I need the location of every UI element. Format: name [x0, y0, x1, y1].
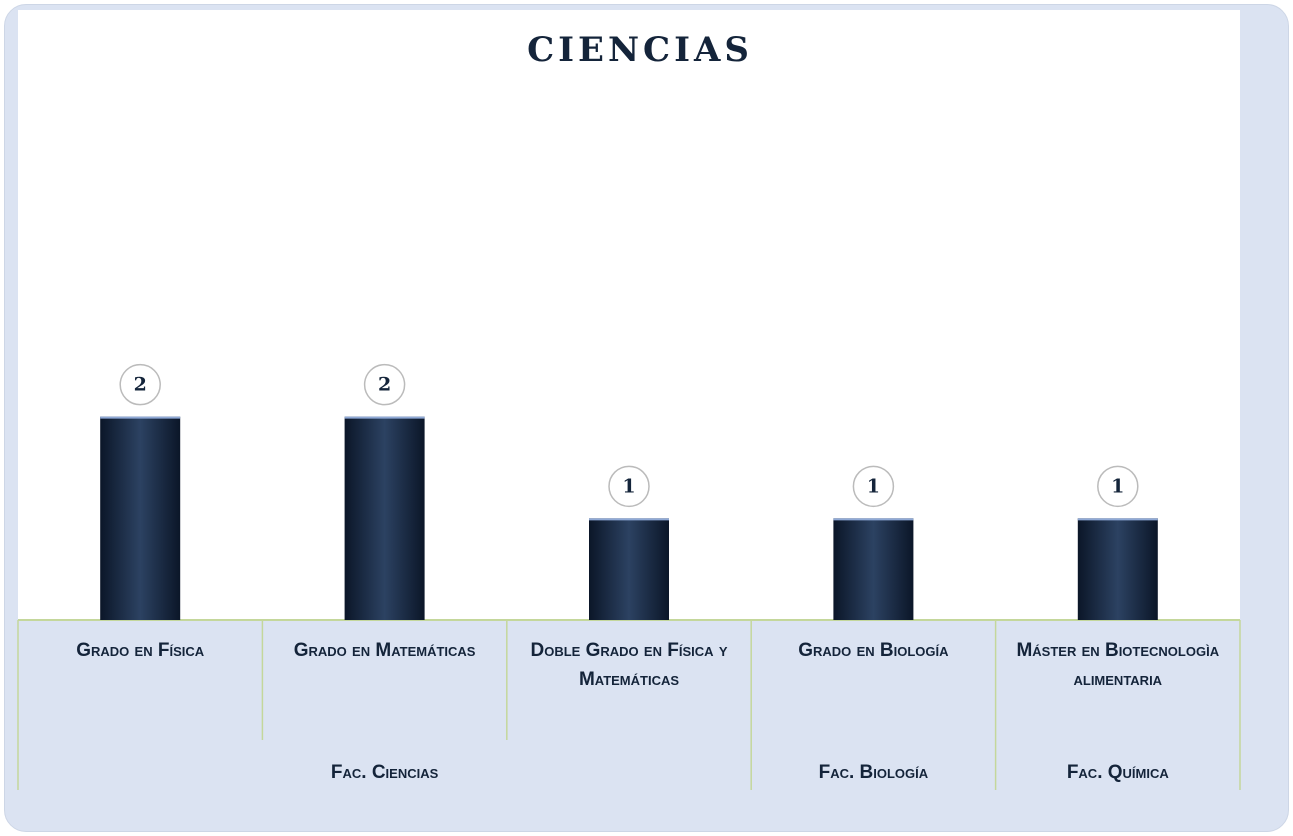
- x-tick-label: Doble Grado en Física y Matemáticas: [530, 640, 728, 690]
- data-label-bubble: [363, 363, 406, 406]
- bar: [833, 518, 914, 620]
- x-tick-label: Grado en Física: [76, 640, 205, 661]
- x-tick-label: Máster en Biotecnologìa alimentaria: [1016, 640, 1220, 690]
- bar: [1077, 518, 1158, 620]
- data-label-bubble: [119, 363, 161, 406]
- x-tick-label: Grado en Matemáticas: [293, 640, 476, 661]
- bar: [100, 416, 181, 620]
- data-label: 1: [622, 475, 635, 497]
- data-label: 1: [867, 475, 880, 497]
- data-label: 2: [134, 374, 147, 396]
- group-label: Fac. Ciencias: [330, 762, 439, 783]
- chart-title: CIENCIAS: [527, 30, 753, 70]
- bar: [589, 518, 669, 620]
- group-label: Fac. Biología: [818, 762, 929, 783]
- data-label-bubble: [608, 465, 650, 508]
- data-label: 2: [378, 374, 391, 396]
- group-label: Fac. Química: [1066, 762, 1169, 783]
- data-label: 1: [1111, 475, 1124, 497]
- data-label-bubble: [1097, 465, 1139, 508]
- bar: [344, 416, 425, 620]
- data-label-bubble: [852, 465, 895, 508]
- x-tick-label: Grado en Biología: [798, 640, 949, 661]
